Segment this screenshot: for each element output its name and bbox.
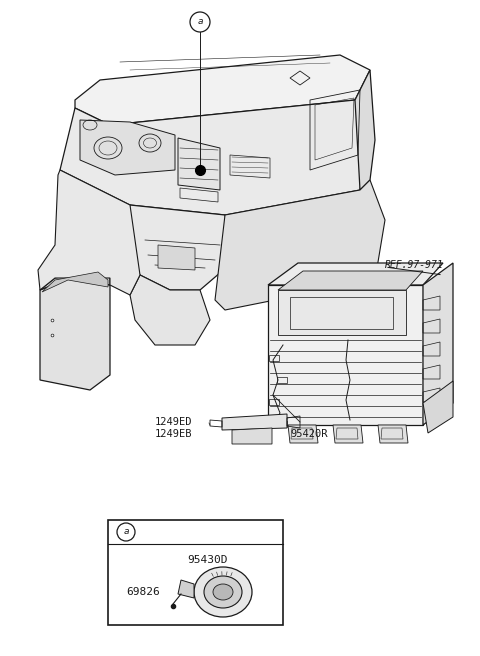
Polygon shape: [178, 580, 194, 598]
Polygon shape: [42, 272, 108, 292]
Polygon shape: [178, 138, 220, 190]
Text: REF.97-971: REF.97-971: [385, 260, 444, 270]
Polygon shape: [40, 270, 110, 290]
Polygon shape: [60, 100, 370, 215]
Polygon shape: [423, 263, 453, 425]
Polygon shape: [40, 278, 110, 390]
Polygon shape: [215, 180, 385, 310]
Bar: [108, 520, 283, 625]
Polygon shape: [75, 55, 370, 125]
Polygon shape: [355, 70, 375, 190]
Polygon shape: [278, 271, 423, 290]
Polygon shape: [80, 120, 175, 175]
Polygon shape: [232, 428, 272, 444]
Text: 1249EB: 1249EB: [155, 429, 192, 439]
Polygon shape: [130, 275, 210, 345]
Polygon shape: [288, 425, 318, 443]
Ellipse shape: [194, 567, 252, 617]
Polygon shape: [268, 263, 443, 285]
Polygon shape: [333, 425, 363, 443]
Polygon shape: [423, 381, 453, 433]
Polygon shape: [268, 285, 423, 425]
Text: 95430D: 95430D: [188, 555, 228, 565]
Text: 69826: 69826: [126, 587, 160, 597]
Polygon shape: [222, 414, 287, 430]
Text: a: a: [197, 18, 203, 26]
Ellipse shape: [204, 576, 242, 608]
Polygon shape: [120, 205, 235, 290]
Text: a: a: [123, 527, 129, 537]
Polygon shape: [158, 245, 195, 270]
Text: 95420R: 95420R: [290, 429, 327, 439]
Polygon shape: [38, 170, 140, 295]
Ellipse shape: [213, 584, 233, 600]
Polygon shape: [378, 425, 408, 443]
Polygon shape: [278, 290, 406, 335]
Text: 1249ED: 1249ED: [155, 417, 192, 427]
